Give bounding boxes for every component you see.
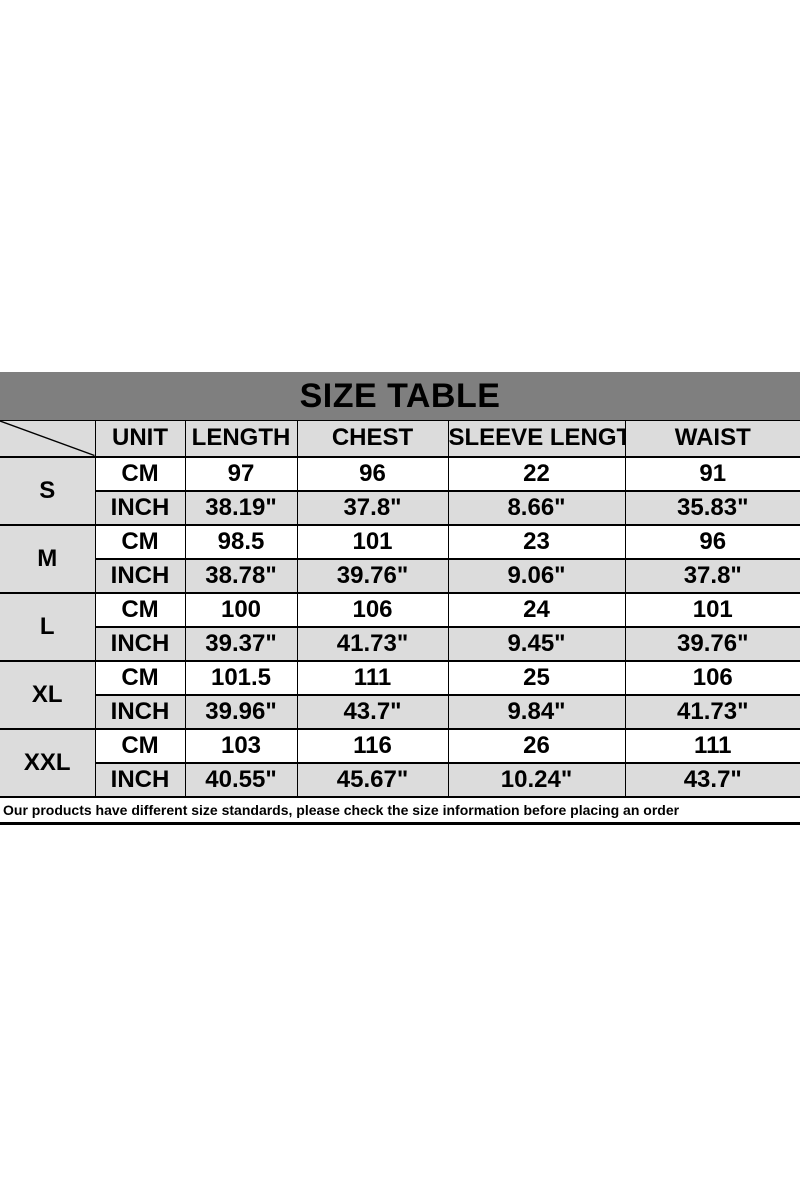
table-row-xl-cm: XL CM 101.5 111 25 106 xyxy=(0,659,800,730)
unit-cm-label: CM xyxy=(94,591,186,628)
table-row-m-cm: M CM 98.5 101 23 96 xyxy=(0,523,800,594)
cell-xxl-cm-waist: 111 xyxy=(624,727,800,764)
table-row-s-inch: INCH 38.19" 37.8" 8.66" 35.83" xyxy=(0,490,800,526)
unit-inch-label: INCH xyxy=(94,490,186,526)
diagonal-line-icon xyxy=(0,421,95,456)
unit-cm-label: CM xyxy=(94,659,186,696)
cell-s-inch-length: 38.19" xyxy=(184,490,298,526)
size-label-xxl: XXL xyxy=(0,727,96,798)
cell-xl-cm-length: 101.5 xyxy=(184,659,298,696)
corner-diagonal-cell xyxy=(0,420,96,458)
col-header-sleeve-length: SLEEVE LENGTH xyxy=(447,420,626,458)
cell-l-inch-length: 39.37" xyxy=(184,626,298,662)
table-row-xl-inch: INCH 39.96" 43.7" 9.84" 41.73" xyxy=(0,694,800,730)
table-row-l-cm: L CM 100 106 24 101 xyxy=(0,591,800,662)
col-header-waist: WAIST xyxy=(624,420,800,458)
cell-xl-inch-chest: 43.7" xyxy=(296,694,449,730)
unit-inch-label: INCH xyxy=(94,626,186,662)
bottom-divider xyxy=(0,821,800,825)
cell-xl-inch-waist: 41.73" xyxy=(624,694,800,730)
unit-inch-label: INCH xyxy=(94,762,186,798)
cell-xl-inch-sleeve: 9.84" xyxy=(447,694,626,730)
cell-xxl-inch-sleeve: 10.24" xyxy=(447,762,626,798)
cell-l-cm-chest: 106 xyxy=(296,591,449,628)
cell-s-inch-chest: 37.8" xyxy=(296,490,449,526)
table-row-m-inch: INCH 38.78" 39.76" 9.06" 37.8" xyxy=(0,558,800,594)
unit-cm-label: CM xyxy=(94,523,186,560)
cell-xl-cm-chest: 111 xyxy=(296,659,449,696)
cell-xxl-inch-waist: 43.7" xyxy=(624,762,800,798)
cell-l-cm-sleeve: 24 xyxy=(447,591,626,628)
cell-m-inch-chest: 39.76" xyxy=(296,558,449,594)
size-label-xl: XL xyxy=(0,659,96,730)
cell-m-cm-waist: 96 xyxy=(624,523,800,560)
cell-xxl-cm-sleeve: 26 xyxy=(447,727,626,764)
cell-xl-cm-sleeve: 25 xyxy=(447,659,626,696)
table-row-xxl-inch: INCH 40.55" 45.67" 10.24" 43.7" xyxy=(0,762,800,798)
size-label-s: S xyxy=(0,455,96,526)
table-row-l-inch: INCH 39.37" 41.73" 9.45" 39.76" xyxy=(0,626,800,662)
cell-s-cm-length: 97 xyxy=(184,455,298,492)
col-header-chest: CHEST xyxy=(296,420,449,458)
cell-m-cm-length: 98.5 xyxy=(184,523,298,560)
page-title: SIZE TABLE xyxy=(299,377,501,415)
cell-m-inch-waist: 37.8" xyxy=(624,558,800,594)
size-table: UNIT LENGTH CHEST SLEEVE LENGTH WAIST S … xyxy=(0,420,800,798)
size-label-l: L xyxy=(0,591,96,662)
unit-cm-label: CM xyxy=(94,455,186,492)
table-row-s-cm: S CM 97 96 22 91 xyxy=(0,455,800,526)
cell-s-inch-sleeve: 8.66" xyxy=(447,490,626,526)
col-header-length: LENGTH xyxy=(184,420,298,458)
table-row-xxl-cm: XXL CM 103 116 26 111 xyxy=(0,727,800,798)
cell-xxl-cm-length: 103 xyxy=(184,727,298,764)
unit-inch-label: INCH xyxy=(94,558,186,594)
cell-s-cm-waist: 91 xyxy=(624,455,800,492)
col-header-unit: UNIT xyxy=(94,420,186,458)
cell-m-cm-sleeve: 23 xyxy=(447,523,626,560)
cell-s-cm-sleeve: 22 xyxy=(447,455,626,492)
cell-l-inch-waist: 39.76" xyxy=(624,626,800,662)
title-band: SIZE TABLE xyxy=(0,372,800,420)
cell-s-cm-chest: 96 xyxy=(296,455,449,492)
cell-m-cm-chest: 101 xyxy=(296,523,449,560)
cell-xxl-inch-chest: 45.67" xyxy=(296,762,449,798)
size-chart: SIZE TABLE UNIT LENGTH CHEST SLEEVE LE xyxy=(0,372,800,825)
cell-xl-cm-waist: 106 xyxy=(624,659,800,696)
cell-xxl-inch-length: 40.55" xyxy=(184,762,298,798)
cell-l-cm-length: 100 xyxy=(184,591,298,628)
table-header-row: UNIT LENGTH CHEST SLEEVE LENGTH WAIST xyxy=(0,420,800,458)
cell-m-inch-length: 38.78" xyxy=(184,558,298,594)
size-disclaimer-note: Our products have different size standar… xyxy=(3,801,680,818)
cell-l-inch-chest: 41.73" xyxy=(296,626,449,662)
cell-m-inch-sleeve: 9.06" xyxy=(447,558,626,594)
cell-xl-inch-length: 39.96" xyxy=(184,694,298,730)
cell-l-inch-sleeve: 9.45" xyxy=(447,626,626,662)
unit-cm-label: CM xyxy=(94,727,186,764)
size-label-m: M xyxy=(0,523,96,594)
cell-s-inch-waist: 35.83" xyxy=(624,490,800,526)
unit-inch-label: INCH xyxy=(94,694,186,730)
cell-xxl-cm-chest: 116 xyxy=(296,727,449,764)
cell-l-cm-waist: 101 xyxy=(624,591,800,628)
